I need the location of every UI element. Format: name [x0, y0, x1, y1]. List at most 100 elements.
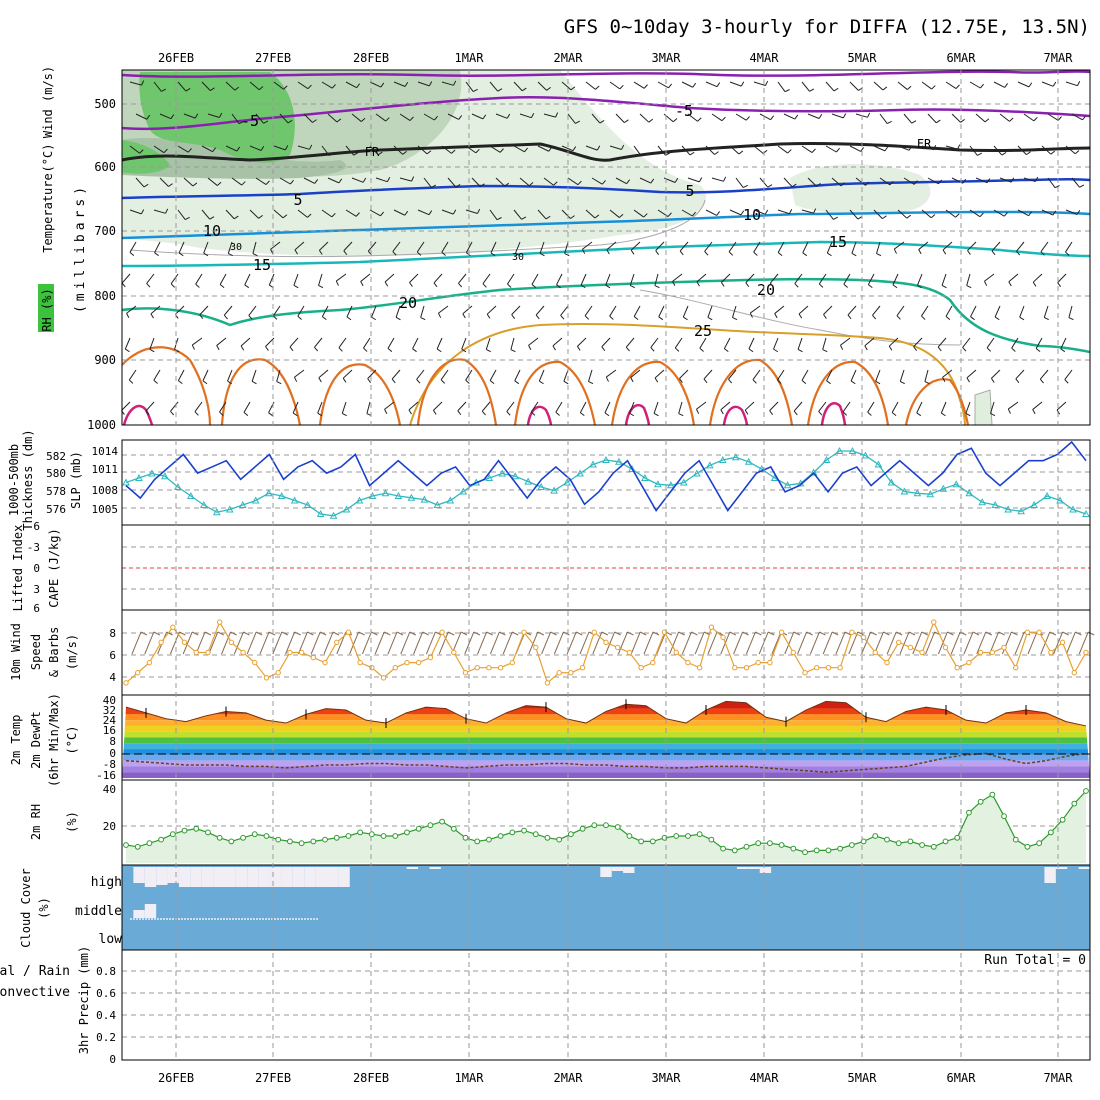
- wind-barb-flag: [678, 413, 684, 417]
- wind-barb: [412, 337, 419, 349]
- wind-barb: [129, 145, 140, 154]
- wind10m-barb: [502, 631, 513, 655]
- wind-barb: [783, 177, 793, 188]
- wind-barb: [567, 113, 576, 124]
- wind-barb-flag: [318, 377, 322, 383]
- wind-barb-flag: [1028, 211, 1033, 216]
- wind-barb: [433, 273, 443, 284]
- wind-barb-flag: [258, 86, 264, 91]
- wind-barb-flag: [293, 284, 299, 289]
- wind-barb-flag: [457, 410, 462, 416]
- rh-point: [1071, 800, 1078, 807]
- wind-barb: [892, 273, 899, 286]
- wind-barb-flag: [504, 182, 510, 187]
- wind-speed-point: [825, 664, 832, 671]
- wind-barb-flag: [233, 215, 239, 220]
- wind-speed-point: [802, 670, 808, 676]
- thickness-point: [952, 480, 961, 488]
- wind10m-barb: [745, 631, 756, 655]
- wind-speed-point: [1059, 639, 1066, 646]
- rh2m-panel: 40 20 2m RH (%): [29, 779, 1091, 866]
- wind10m-barb: [617, 631, 628, 655]
- wind-barb: [272, 305, 281, 317]
- wind-barb-flag: [991, 250, 996, 256]
- thickness-point: [212, 508, 221, 516]
- wind-barb: [207, 177, 218, 186]
- wind10m-barb: [643, 631, 654, 655]
- wind-barb: [1056, 401, 1067, 411]
- wind10m-barb-flag: [678, 631, 685, 636]
- wind-speed-point: [1083, 649, 1089, 656]
- wind-barb-flag: [840, 182, 846, 187]
- wind10m-barb-flag: [358, 631, 365, 636]
- wind10m-barb: [477, 631, 488, 655]
- wind-barb: [177, 369, 185, 381]
- wind-barb: [371, 305, 377, 318]
- slp-tick: 1005: [92, 503, 119, 516]
- wind-barb: [687, 113, 698, 122]
- wind-barb: [899, 369, 905, 382]
- wind-barb-flag: [984, 118, 990, 123]
- wind-barb: [417, 145, 428, 155]
- wind-barb: [231, 177, 243, 186]
- li-tick: 6: [33, 602, 40, 615]
- wind-barb: [561, 81, 572, 91]
- cloud-units-label: (%): [37, 897, 51, 919]
- wind-barb-flag: [983, 280, 988, 286]
- wind10m-barb: [374, 631, 385, 655]
- wind-barb: [225, 81, 236, 91]
- wind-barb: [387, 337, 395, 349]
- wind-barb-flag: [1064, 379, 1069, 384]
- rh2m-axis-label: 2m RH: [29, 804, 43, 840]
- wind-barb: [375, 113, 387, 122]
- wind-barb-flag: [436, 348, 442, 353]
- wind-speed-point: [720, 634, 726, 641]
- wind10m-speed-label: Speed: [29, 634, 43, 670]
- rh-point: [333, 834, 340, 841]
- wind-barb-flag: [584, 315, 590, 320]
- wind10m-barb: [1065, 631, 1076, 655]
- wind-barb-flag: [720, 409, 724, 415]
- wind-barb: [564, 241, 569, 254]
- temperature-contour: [122, 404, 154, 425]
- wind-barb: [801, 369, 809, 381]
- wind-barb-flag: [506, 411, 511, 416]
- wind-barb: [705, 81, 718, 88]
- wind-barb-flag: [384, 409, 388, 415]
- wind-barb-flag: [331, 212, 336, 218]
- wind-barb: [759, 113, 771, 121]
- contour-label: 15: [253, 256, 271, 274]
- wind-barb: [723, 337, 731, 349]
- wind-barb: [1047, 113, 1059, 121]
- wind-barb-flag: [714, 151, 719, 155]
- rh-point: [767, 840, 773, 847]
- thickness-point: [576, 469, 584, 477]
- temperature-contour: [722, 405, 749, 425]
- wind-barb: [1015, 369, 1025, 380]
- wind-barb: [303, 177, 315, 184]
- wind-barb-flag: [588, 381, 594, 385]
- wind-barb-flag: [990, 413, 996, 417]
- thickness-point: [251, 496, 260, 504]
- rh-point: [251, 831, 258, 838]
- wind-barb: [191, 337, 203, 346]
- wind-barb-flag: [595, 85, 600, 90]
- rh-point: [966, 809, 972, 816]
- wind-barb: [273, 209, 284, 219]
- wind-barb-flag: [289, 346, 294, 352]
- thickness-point: [692, 469, 701, 477]
- wind-barb-flag: [986, 178, 991, 183]
- wind-barb-flag: [154, 252, 159, 257]
- wind10m-barb: [387, 631, 398, 655]
- temp-band: [122, 720, 1090, 726]
- wind-barb: [975, 113, 986, 123]
- wind10m-barb: [656, 631, 667, 655]
- rh-point: [649, 838, 656, 845]
- wind-barb: [897, 209, 908, 219]
- temp-tick: 16: [103, 724, 116, 737]
- wind-barb: [705, 209, 717, 216]
- wind-barb-flag: [322, 316, 327, 321]
- wind-speed-point: [673, 649, 679, 656]
- wind-barb: [615, 113, 625, 123]
- temp-band: [122, 760, 1090, 767]
